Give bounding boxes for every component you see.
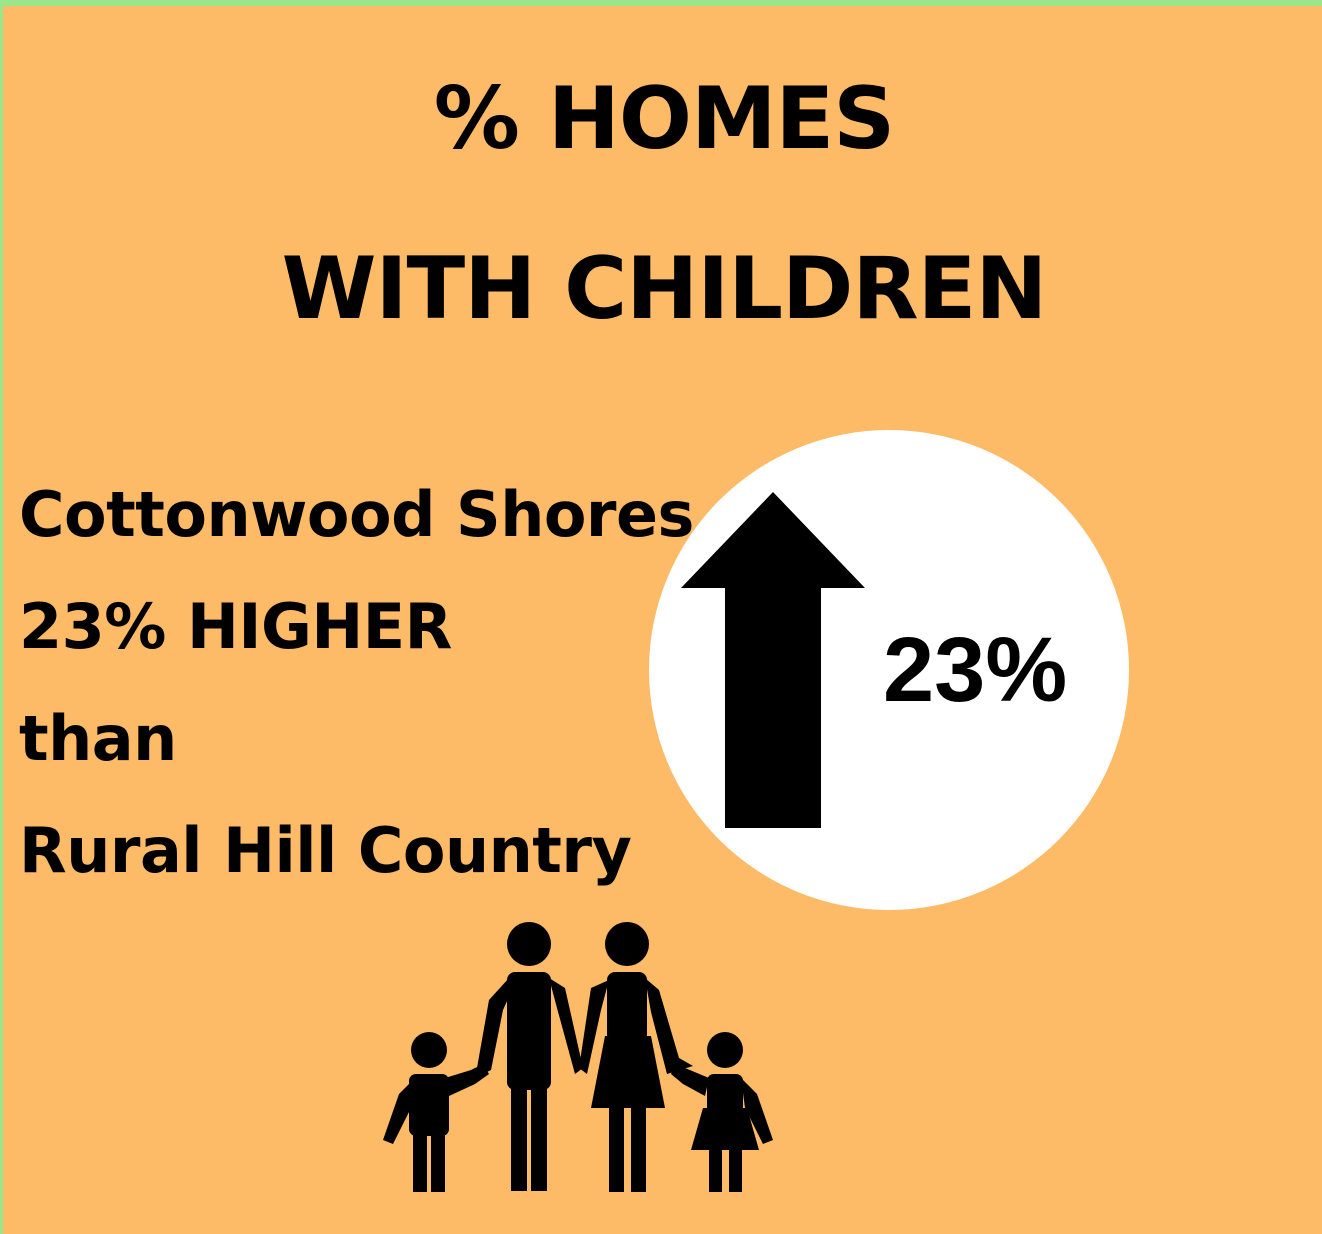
comparison-connector: than [19, 702, 177, 775]
family-icon [383, 922, 773, 1192]
comparison-place: Cottonwood Shores [19, 478, 694, 551]
title-line-1: % HOMES [433, 69, 895, 169]
percent-value: 23% [883, 619, 1068, 721]
title-line-2: WITH CHILDREN [281, 239, 1048, 339]
up-arrow-icon [681, 492, 865, 828]
comparison-amount: 23% HIGHER [19, 590, 452, 663]
comparison-baseline: Rural Hill Country [19, 814, 632, 887]
